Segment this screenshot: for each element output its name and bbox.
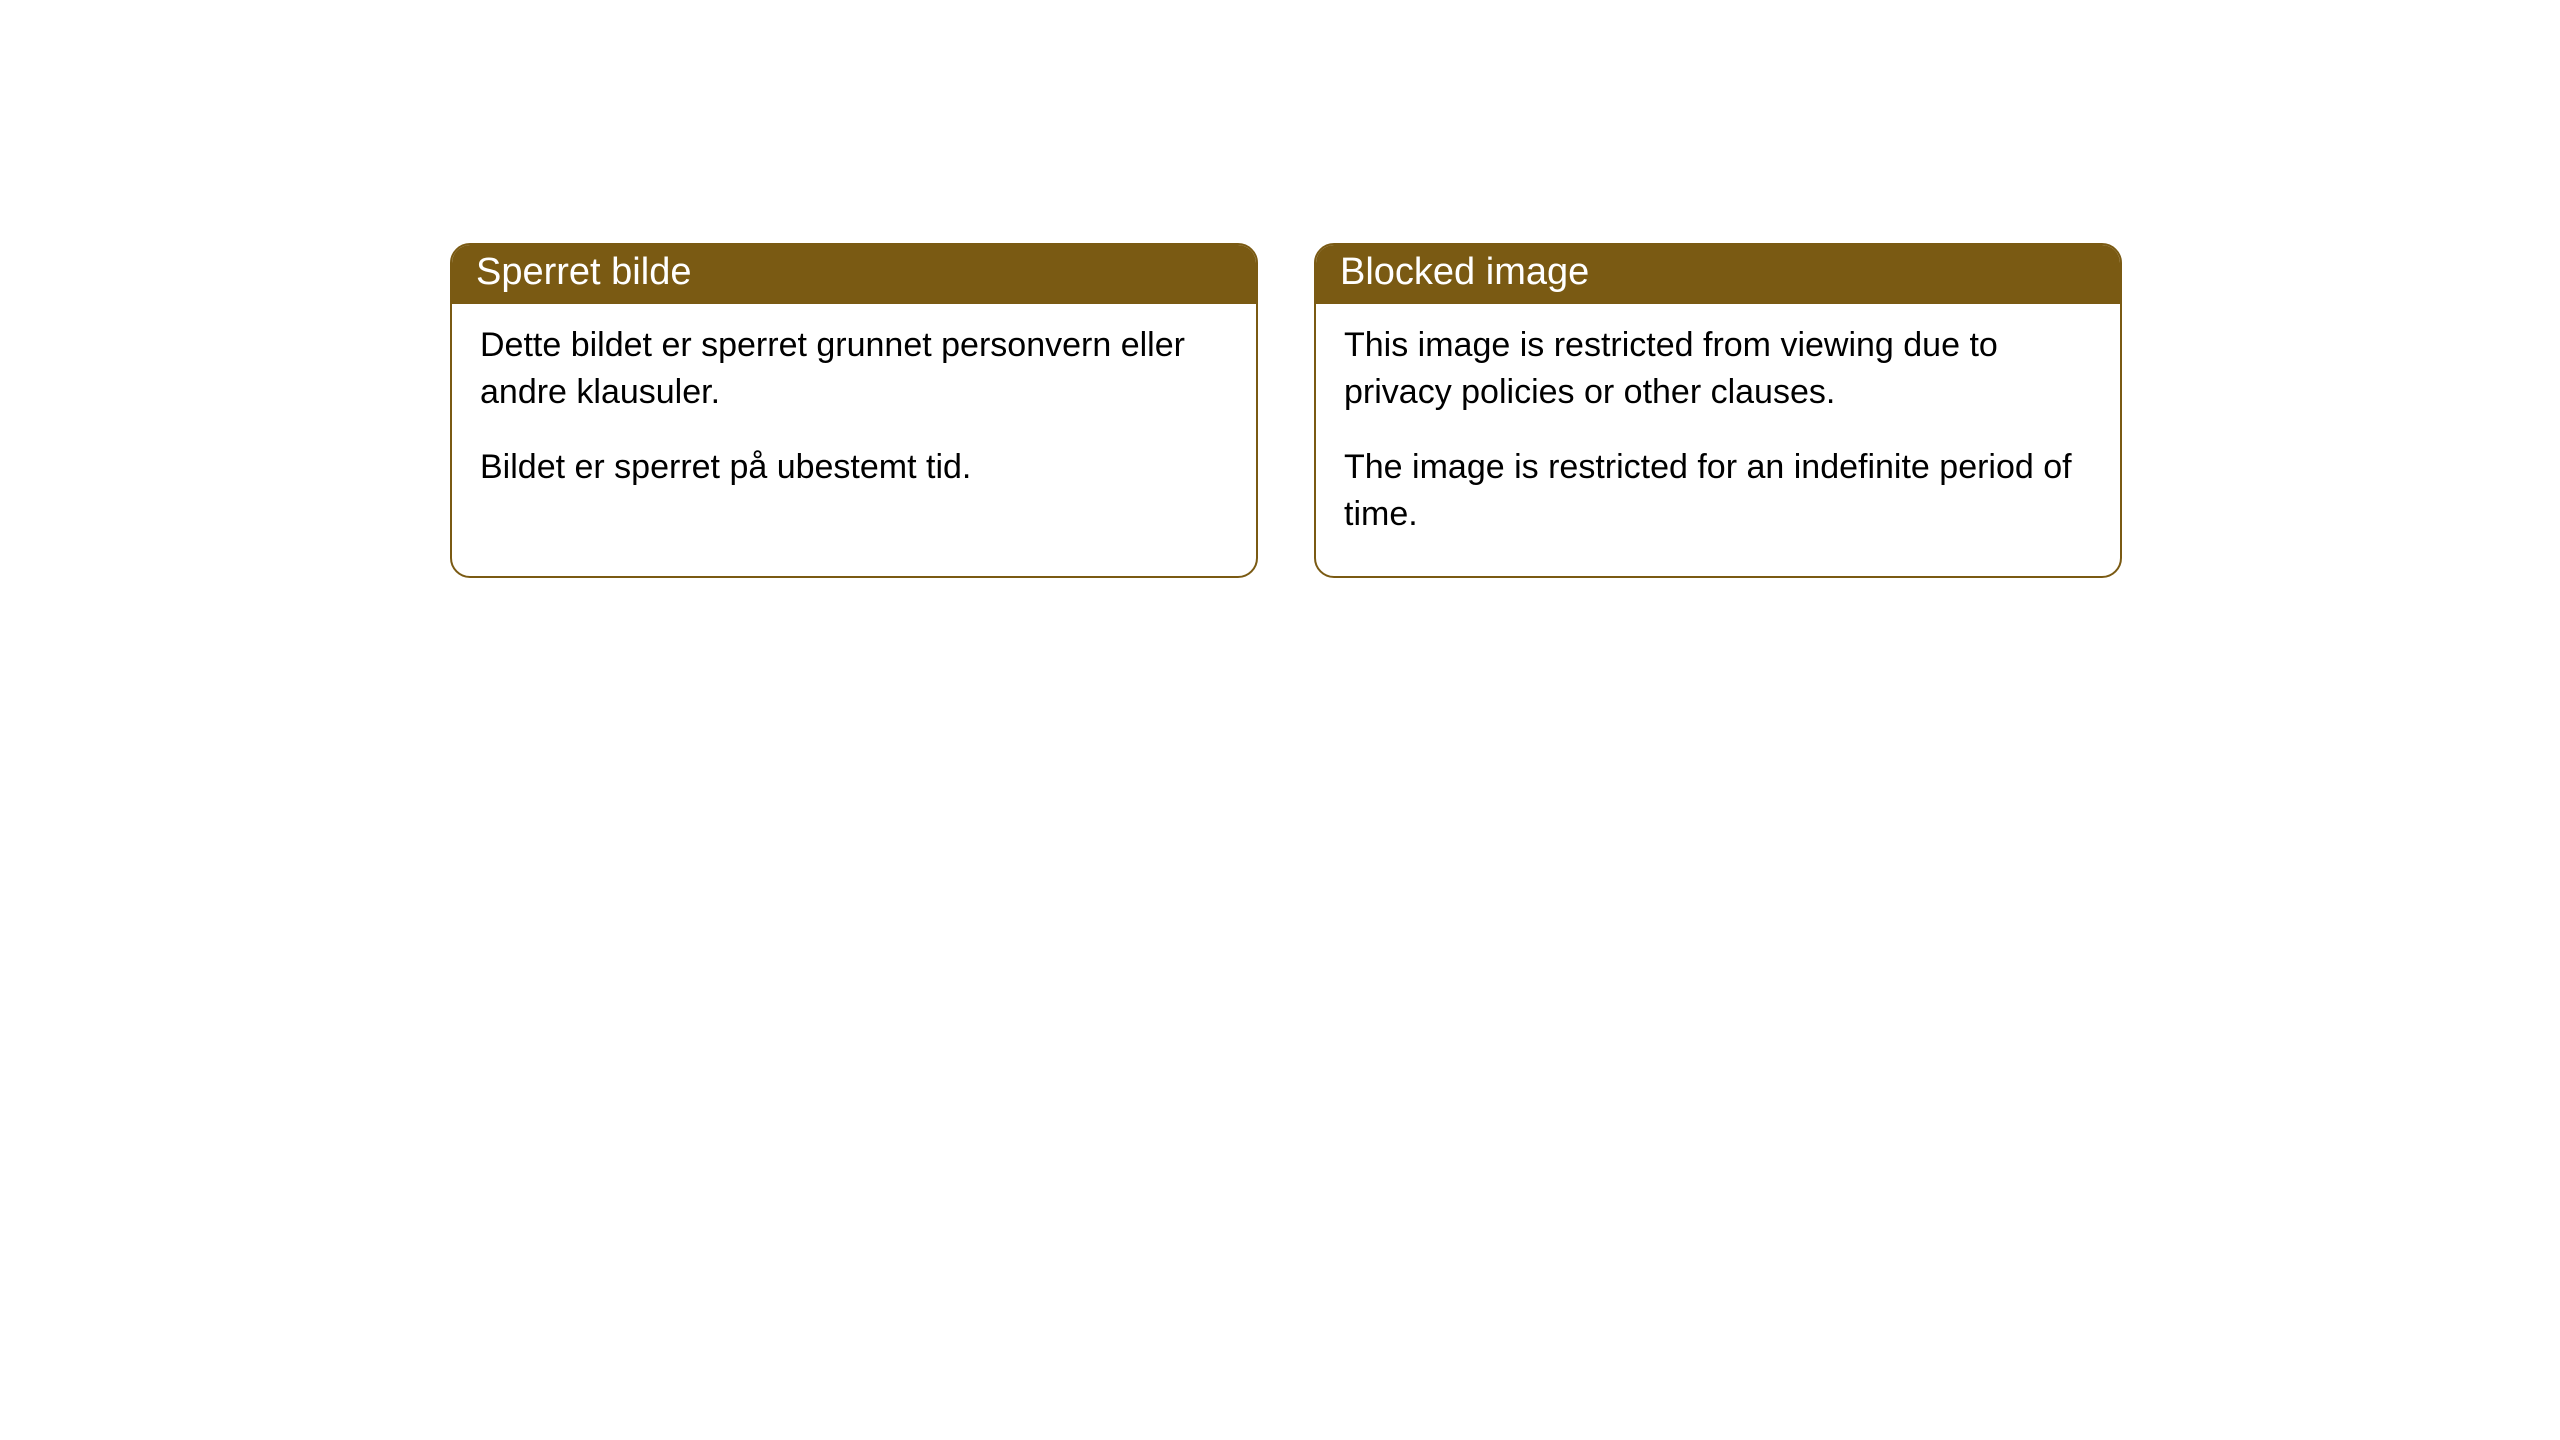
card-body-norwegian: Dette bildet er sperret grunnet personve… [452,304,1256,529]
card-body-english: This image is restricted from viewing du… [1316,304,2120,576]
cards-container: Sperret bilde Dette bildet er sperret gr… [450,243,2122,578]
card-paragraph: The image is restricted for an indefinit… [1344,444,2092,538]
card-norwegian: Sperret bilde Dette bildet er sperret gr… [450,243,1258,578]
card-paragraph: This image is restricted from viewing du… [1344,322,2092,416]
card-english: Blocked image This image is restricted f… [1314,243,2122,578]
card-paragraph: Dette bildet er sperret grunnet personve… [480,322,1228,416]
card-header-english: Blocked image [1316,245,2120,304]
card-paragraph: Bildet er sperret på ubestemt tid. [480,444,1228,491]
card-header-norwegian: Sperret bilde [452,245,1256,304]
